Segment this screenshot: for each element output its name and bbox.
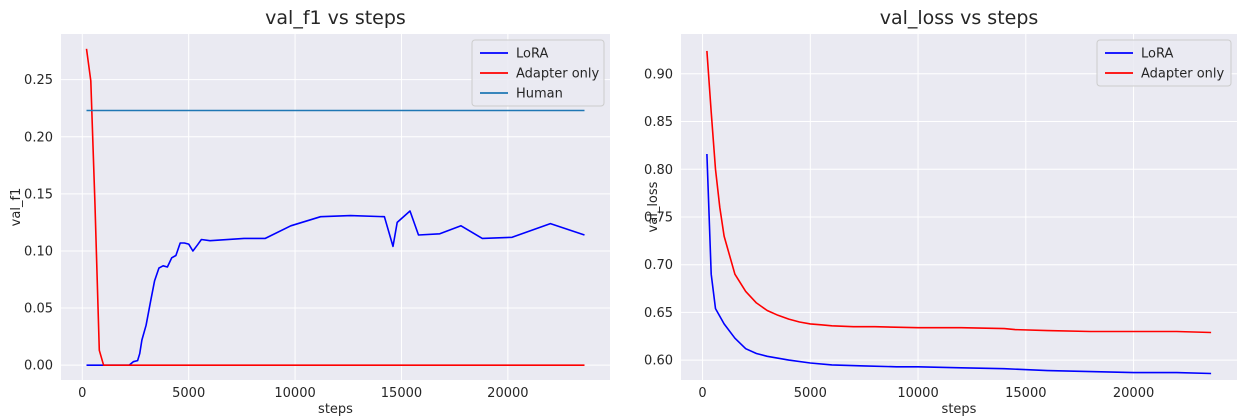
y-tick-label: 0.25	[24, 73, 53, 88]
x-axis-label: steps	[942, 402, 977, 417]
legend: LoRA Adapter only Human	[471, 39, 605, 107]
x-tick-label: 15000	[381, 386, 422, 401]
series-line-adapter-only	[706, 50, 1212, 334]
y-tick-label: 0.85	[644, 115, 673, 130]
chart-title: val_f1 vs steps	[265, 7, 406, 29]
y-tick-label: 0.90	[644, 67, 673, 82]
y-axis-label: val_f1	[9, 188, 24, 227]
legend-frame	[471, 39, 605, 107]
x-tick-label: 10000	[274, 386, 315, 401]
chart-panel-val-loss: 0 5000 10000 15000 20000 0.60 0.65 0.70 0.75 0.80…	[644, 7, 1237, 417]
y-tick-label: 0.05	[24, 302, 53, 317]
x-axis-label: steps	[318, 402, 353, 417]
series-line-adapter-only	[85, 48, 585, 367]
y-tick-label: 0.10	[24, 244, 53, 259]
chart-panel-val-f1: 0 5000 10000 15000 20000 0.00 0.05 0.10 0.15 0.20…	[9, 7, 610, 417]
y-tick-label: 0.20	[24, 130, 53, 145]
legend-label: Adapter only	[516, 67, 600, 82]
x-tick-label: 0	[78, 386, 86, 401]
x-tick-label: 0	[698, 386, 706, 401]
y-axis-label: val_loss	[646, 181, 661, 232]
legend-label: Adapter only	[1141, 67, 1225, 82]
y-tick-label: 0.60	[644, 354, 673, 369]
x-tick-label: 5000	[794, 386, 827, 401]
legend: LoRA Adapter only	[1096, 39, 1232, 87]
y-tick-label: 0.65	[644, 306, 673, 321]
series-line-lora	[706, 153, 1212, 375]
legend-label: Human	[516, 87, 563, 102]
legend-label: LoRA	[1141, 47, 1173, 62]
series-line-lora	[86, 210, 585, 367]
legend-frame	[1096, 39, 1232, 87]
y-tick-label: 0.70	[644, 258, 673, 273]
plot-area	[681, 34, 1237, 380]
x-tick-label: 15000	[1005, 386, 1046, 401]
y-tick-label: 0.75	[644, 210, 673, 225]
y-tick-label: 0.15	[24, 187, 53, 202]
y-tick-label: 0.00	[24, 359, 53, 374]
chart-title: val_loss vs steps	[880, 7, 1039, 29]
x-tick-label: 10000	[897, 386, 938, 401]
x-tick-label: 5000	[172, 386, 205, 401]
legend-label: LoRA	[516, 47, 548, 62]
x-tick-label: 20000	[1113, 386, 1154, 401]
y-tick-label: 0.80	[644, 163, 673, 178]
x-tick-label: 20000	[487, 386, 528, 401]
